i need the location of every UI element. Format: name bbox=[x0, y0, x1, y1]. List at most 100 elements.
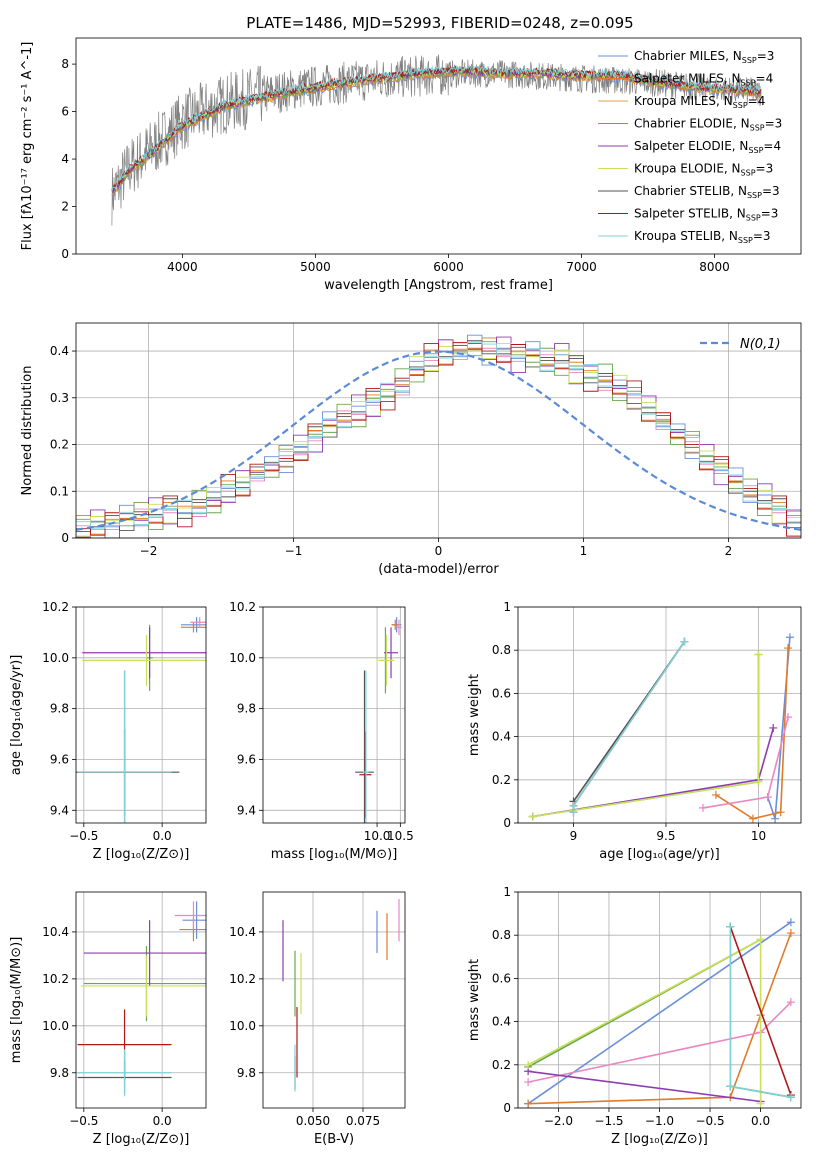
age_vs_mass-ytick-label: 10.0 bbox=[229, 651, 256, 665]
mass-weight-marker bbox=[763, 793, 772, 802]
residuals-xtick-label: 0 bbox=[435, 544, 443, 558]
spectrum-ytick-label: 6 bbox=[61, 105, 69, 119]
mass_weight_vs_Z-xtick-label: −1.0 bbox=[645, 1114, 674, 1128]
age_vs_mass-ytick-label: 10.2 bbox=[229, 600, 256, 614]
residual-histogram bbox=[76, 340, 801, 538]
mass_vs_ebv-xtick-label: 0.050 bbox=[296, 1114, 330, 1128]
mass_weight_vs_Z-ytick-label: 1 bbox=[503, 885, 511, 899]
legend-label-tail: =3 bbox=[757, 49, 775, 63]
legend-label-sub: SSP bbox=[733, 101, 748, 110]
age_vs_Z-ytick-label: 9.8 bbox=[50, 702, 69, 716]
legend-label-main: Kroupa ELODIE, N bbox=[634, 162, 741, 176]
age_vs_Z-ytick-label: 9.4 bbox=[50, 803, 69, 817]
spectrum-xlabel: wavelength [Angstrom, rest frame] bbox=[324, 278, 553, 293]
residuals-ytick-label: 0.2 bbox=[50, 438, 69, 452]
legend-label-sub: SSP bbox=[738, 236, 753, 245]
mass-weight-line bbox=[572, 641, 686, 813]
age_vs_mass-axes: 10.010.59.49.69.810.010.2 bbox=[229, 600, 413, 843]
legend-label-main: Salpeter ELODIE, N bbox=[634, 139, 748, 153]
spectrum-ytick-label: 8 bbox=[61, 57, 69, 71]
legend-label: Chabrier STELIB, NSSP=3 bbox=[634, 184, 780, 200]
figure-title: PLATE=1486, MJD=52993, FIBERID=0248, z=0… bbox=[246, 14, 633, 32]
legend-label-tail: =3 bbox=[761, 207, 779, 221]
mass_weight_vs_age-plot-area bbox=[528, 633, 794, 823]
mass-weight-marker bbox=[776, 808, 785, 817]
mass_weight_vs_age-xlabel: age [log₁₀(age/yr)] bbox=[599, 847, 720, 862]
errorbar-point bbox=[363, 670, 369, 823]
mass_vs_Z-plot-area bbox=[77, 901, 206, 1097]
legend-label: Kroupa ELODIE, NSSP=3 bbox=[634, 162, 773, 178]
residuals-plot-area bbox=[76, 334, 801, 538]
mass-weight-marker bbox=[524, 1060, 533, 1069]
legend-label-main: Chabrier STELIB, N bbox=[634, 184, 747, 198]
mass_weight_vs_Z-ytick-label: 0.2 bbox=[492, 1058, 511, 1072]
legend-label-tail: =3 bbox=[756, 162, 774, 176]
legend-label-sub: SSP bbox=[742, 56, 757, 65]
mass_vs_ebv-ytick-label: 9.8 bbox=[237, 1066, 256, 1080]
mass_weight_vs_Z-xtick-label: −2.0 bbox=[544, 1114, 573, 1128]
mass-weight-marker bbox=[769, 723, 778, 732]
age_vs_mass-ytick-label: 9.6 bbox=[237, 752, 256, 766]
spectrum-ytick-label: 2 bbox=[61, 200, 69, 214]
legend-label-tail: =3 bbox=[765, 117, 783, 131]
mass-weight-marker bbox=[754, 650, 763, 659]
spectrum-frame bbox=[75, 37, 802, 255]
legend-label: Salpeter STELIB, NSSP=3 bbox=[634, 207, 778, 223]
mass_vs_Z-xtick-label: −0.5 bbox=[69, 1114, 98, 1128]
legend-label: N(0,1) bbox=[740, 337, 781, 352]
errorbar-point bbox=[180, 617, 206, 633]
legend-label: Salpeter ELODIE, NSSP=4 bbox=[634, 139, 781, 155]
spectrum-model-line bbox=[111, 64, 762, 192]
age_vs_mass-ytick-label: 9.8 bbox=[237, 702, 256, 716]
legend-label-sub: SSP bbox=[748, 146, 763, 155]
legend-label-sub: SSP bbox=[747, 191, 762, 200]
mass-weight-marker bbox=[785, 633, 794, 642]
mass-weight-line bbox=[532, 654, 760, 818]
legend-label-main: Salpeter STELIB, N bbox=[634, 207, 746, 221]
mass_weight_vs_age-axes: 9 9.5 10 0 0.2 0.4 0.6 0.8 1 bbox=[492, 600, 801, 843]
mass_vs_Z-ytick-label: 10.4 bbox=[42, 925, 69, 939]
mass_weight_vs_Z-xtick-label: 0.0 bbox=[751, 1114, 770, 1128]
spectrum-xtick-label: 5000 bbox=[300, 260, 331, 274]
errorbar-point bbox=[83, 920, 206, 986]
mass-weight-marker bbox=[524, 1078, 533, 1087]
age_vs_Z-frame bbox=[75, 606, 207, 824]
errorbar-point bbox=[82, 627, 206, 679]
errorbar-point bbox=[77, 670, 172, 823]
mass_weight_vs_Z-plot-area bbox=[524, 918, 795, 1108]
spectrum-ylabel: Flux [fλ10⁻¹⁷ erg cm⁻² s⁻¹ A^-1] bbox=[20, 42, 35, 251]
mass_weight_vs_age-ytick-label: 0.4 bbox=[492, 730, 511, 744]
errorbar-point bbox=[80, 955, 206, 1017]
residuals-ytick-label: 0.1 bbox=[50, 484, 69, 498]
legend-label-main: Salpeter MILES, N bbox=[634, 72, 741, 86]
residuals-xtick-label: −1 bbox=[285, 544, 303, 558]
mass_vs_ebv-ytick-label: 10.2 bbox=[229, 972, 256, 986]
legend-label-tail: =3 bbox=[762, 184, 780, 198]
spectrum-model-line bbox=[111, 70, 762, 199]
residual-histogram bbox=[76, 341, 801, 538]
mass_weight_vs_age-ytick-label: 0.8 bbox=[492, 643, 511, 657]
mass-weight-line bbox=[528, 932, 792, 1105]
legend-label: Chabrier ELODIE, NSSP=3 bbox=[634, 117, 782, 133]
mass-weight-marker bbox=[786, 1093, 795, 1102]
legend-label-main: Kroupa MILES, N bbox=[634, 94, 733, 108]
legend-label: Salpeter MILES, NSSP=4 bbox=[634, 72, 773, 88]
mass_weight_vs_age-ylabel: mass weight bbox=[467, 674, 482, 756]
mass-weight-marker bbox=[569, 808, 578, 817]
residuals-xtick-label: 2 bbox=[725, 544, 733, 558]
age_vs_Z-ytick-label: 9.6 bbox=[50, 752, 69, 766]
mass_weight_vs_Z-ytick-label: 0.6 bbox=[492, 971, 511, 985]
age_vs_Z-plot-area bbox=[76, 617, 206, 823]
mass_weight_vs_Z-ytick-label: 0.4 bbox=[492, 1015, 511, 1029]
residuals-xlabel: (data-model)/error bbox=[378, 562, 499, 577]
age_vs_Z-ytick-label: 10.0 bbox=[42, 651, 69, 665]
spectrum-xtick-label: 4000 bbox=[167, 260, 198, 274]
age_vs_Z-ytick-label: 10.2 bbox=[42, 600, 69, 614]
errorbar-point bbox=[77, 1049, 172, 1097]
mass_vs_ebv-xlabel: E(B-V) bbox=[314, 1132, 354, 1147]
mass-weight-marker bbox=[786, 918, 795, 927]
mass-weight-marker bbox=[726, 922, 735, 931]
mass_weight_vs_Z-ytick-label: 0 bbox=[503, 1101, 511, 1115]
residuals-frame bbox=[75, 322, 802, 539]
age_vs_Z-xtick-label: −0.5 bbox=[69, 829, 98, 843]
